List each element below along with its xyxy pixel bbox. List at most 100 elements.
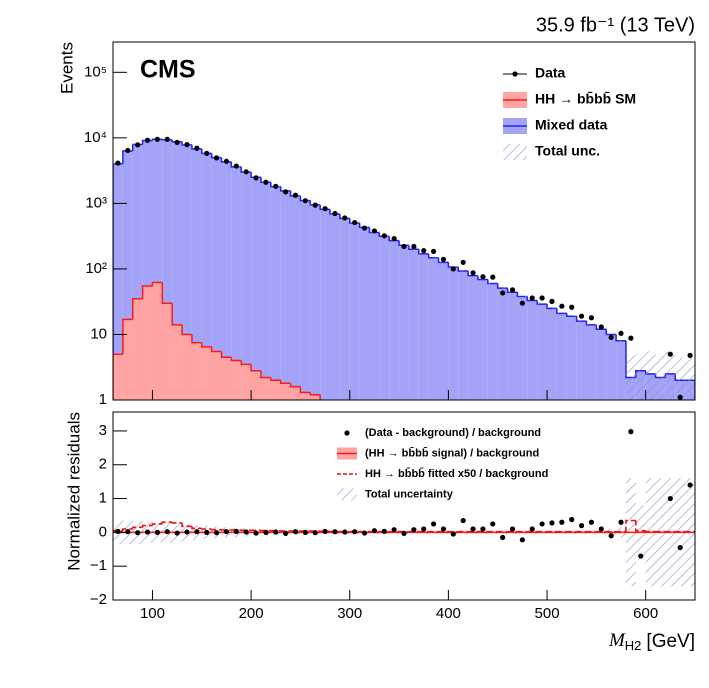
legend-label: Total uncertainty xyxy=(365,488,454,500)
histogram-bin xyxy=(270,380,281,400)
data-point xyxy=(312,530,318,536)
uncertainty-band xyxy=(616,340,626,342)
histogram-bin xyxy=(438,262,449,400)
y-tick-label: −1 xyxy=(90,557,107,574)
histogram-bin xyxy=(201,153,212,400)
data-point xyxy=(184,529,190,535)
ratio-line xyxy=(141,524,153,528)
experiment-label: CMS xyxy=(140,56,196,84)
histogram-edge xyxy=(270,377,281,382)
histogram-bin xyxy=(152,282,163,400)
data-point xyxy=(598,526,604,532)
histogram-bin xyxy=(428,257,439,400)
y-axis-title: Normalized residuals xyxy=(64,412,83,571)
histogram-bin xyxy=(477,279,488,400)
uncertainty-band xyxy=(635,353,646,400)
data-point xyxy=(470,270,476,276)
data-point xyxy=(381,233,387,239)
histogram-bin xyxy=(349,223,360,400)
data-point xyxy=(638,402,643,407)
data-point xyxy=(470,526,476,532)
histogram-edge xyxy=(201,342,212,348)
y-tick-label: 1 xyxy=(99,490,107,507)
data-point xyxy=(569,304,575,310)
legend-label: HH → bb̄bb̄ SM xyxy=(535,90,636,107)
histogram-bin xyxy=(182,144,192,400)
histogram-edge xyxy=(230,357,242,362)
bottom-plot xyxy=(113,429,695,587)
histogram-bin xyxy=(537,304,548,400)
histogram-bin xyxy=(152,139,163,400)
histogram-bin xyxy=(182,334,192,400)
histogram-bin xyxy=(211,351,222,400)
uncertainty-band xyxy=(547,307,557,309)
histogram-bin xyxy=(142,140,153,400)
legend-label: Data xyxy=(535,65,566,81)
data-point xyxy=(411,243,417,250)
data-point xyxy=(460,259,466,265)
histogram-bin xyxy=(606,334,617,400)
data-point xyxy=(233,163,239,169)
histogram-bin xyxy=(369,232,380,400)
data-point xyxy=(263,179,269,185)
histogram-edge xyxy=(250,364,261,372)
histogram-edge xyxy=(181,324,192,336)
histogram-bin xyxy=(399,245,409,400)
data-point xyxy=(322,528,328,534)
data-point xyxy=(430,521,437,527)
histogram-bin xyxy=(251,370,261,400)
data-point xyxy=(302,529,308,535)
uncertainty-band xyxy=(586,324,597,326)
histogram-edge xyxy=(585,321,597,326)
data-point xyxy=(213,530,220,536)
data-point xyxy=(608,334,614,341)
data-point xyxy=(618,330,624,336)
data-point xyxy=(243,169,249,175)
histogram-edge xyxy=(427,253,439,259)
uncertainty-band xyxy=(408,248,419,250)
x-tick-label: 300 xyxy=(337,605,362,622)
data-point xyxy=(125,529,131,535)
data-point xyxy=(243,529,249,535)
legend-label: Mixed data xyxy=(535,117,608,133)
data-point xyxy=(440,256,447,262)
data-point xyxy=(292,529,299,535)
histogram-bin xyxy=(547,308,557,400)
data-point xyxy=(490,274,496,280)
data-point xyxy=(273,183,279,189)
legend-label: (Data - background) / background xyxy=(365,427,541,439)
histogram-edge xyxy=(260,370,271,379)
x-tick-label: 100 xyxy=(140,605,165,622)
ratio-line xyxy=(181,522,192,528)
x-tick-label: 600 xyxy=(633,605,658,622)
data-point xyxy=(588,315,595,321)
y-tick-label: 3 xyxy=(99,422,107,439)
histogram-bin xyxy=(162,303,173,400)
data-point xyxy=(460,517,466,524)
histogram-bin xyxy=(527,300,538,400)
histogram-bin xyxy=(290,195,301,400)
bottom-frame xyxy=(112,411,696,601)
data-point xyxy=(144,137,151,143)
histogram-edge xyxy=(556,308,567,315)
histogram-bin xyxy=(330,213,340,400)
histogram-bin xyxy=(113,163,123,400)
y-tick-label: 0 xyxy=(99,523,107,540)
uncertainty-band xyxy=(458,270,469,272)
histogram-edge xyxy=(447,262,459,268)
data-point xyxy=(312,202,318,208)
data-point xyxy=(223,158,230,164)
data-point xyxy=(401,243,407,250)
data-point xyxy=(381,528,387,534)
data-point xyxy=(519,300,525,306)
histogram-bin xyxy=(122,319,133,400)
data-point xyxy=(332,210,338,217)
histogram-bin xyxy=(191,342,202,400)
uncertainty-band xyxy=(487,282,498,285)
x-axis-symbol: M xyxy=(608,630,626,651)
histogram-bin xyxy=(359,227,370,400)
histogram-bin xyxy=(172,141,183,400)
data-point xyxy=(440,526,447,532)
histogram-bin xyxy=(211,157,222,400)
data-point xyxy=(480,274,486,280)
